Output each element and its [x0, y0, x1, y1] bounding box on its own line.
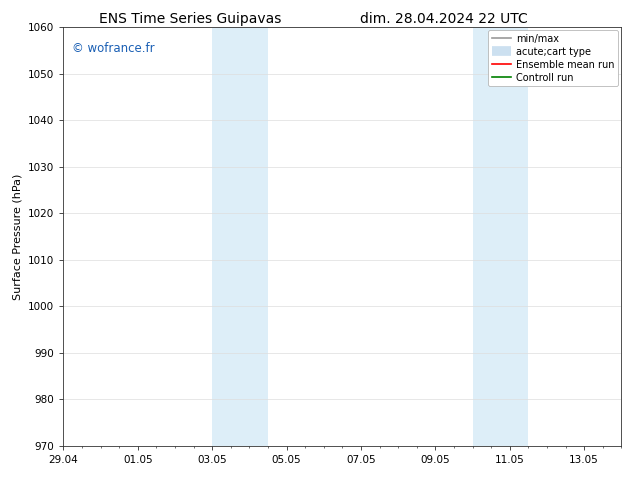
Text: © wofrance.fr: © wofrance.fr [72, 42, 155, 54]
Y-axis label: Surface Pressure (hPa): Surface Pressure (hPa) [13, 173, 23, 299]
Bar [472, 27, 528, 446]
Legend: min/max, acute;cart type, Ensemble mean run, Controll run: min/max, acute;cart type, Ensemble mean … [488, 30, 618, 86]
Text: dim. 28.04.2024 22 UTC: dim. 28.04.2024 22 UTC [360, 12, 527, 26]
Bar [212, 27, 268, 446]
Text: ENS Time Series Guipavas: ENS Time Series Guipavas [99, 12, 281, 26]
